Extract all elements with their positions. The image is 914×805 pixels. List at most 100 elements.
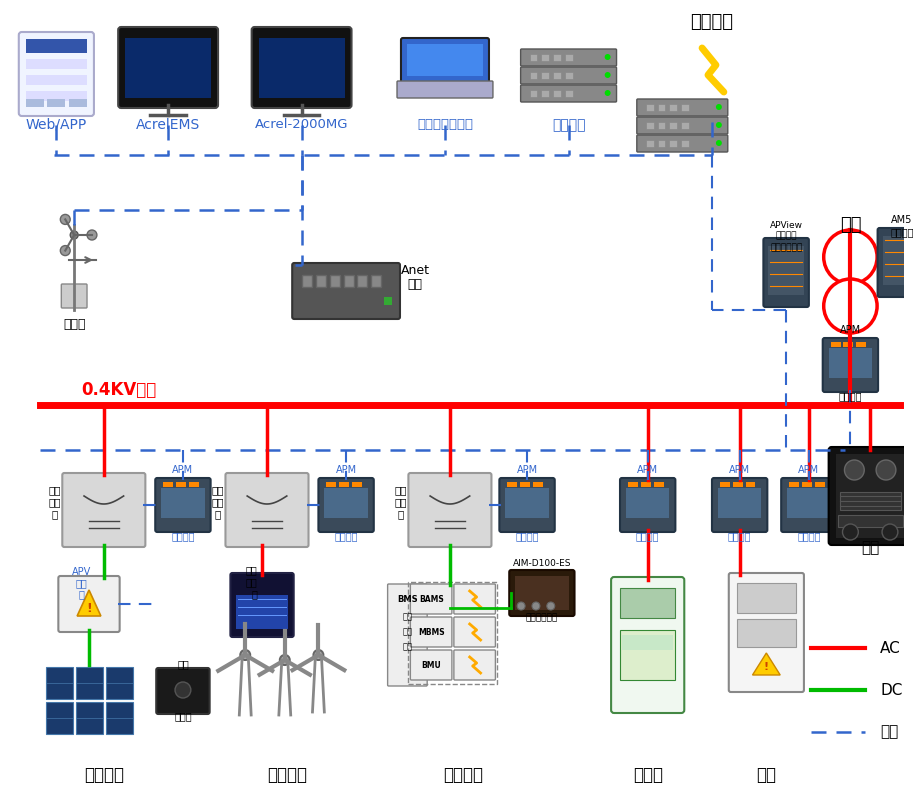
Bar bbox=[737, 619, 796, 647]
Bar bbox=[565, 72, 573, 79]
Bar bbox=[620, 630, 675, 680]
FancyBboxPatch shape bbox=[62, 473, 145, 547]
Text: APView: APView bbox=[770, 221, 802, 229]
Bar bbox=[407, 44, 483, 76]
FancyBboxPatch shape bbox=[401, 38, 489, 84]
Text: 交流计量: 交流计量 bbox=[171, 531, 195, 541]
Bar bbox=[840, 492, 901, 510]
Text: APM: APM bbox=[335, 465, 356, 475]
Circle shape bbox=[87, 230, 97, 240]
Text: AIM-D100-ES: AIM-D100-ES bbox=[513, 559, 571, 568]
Text: AM5: AM5 bbox=[891, 215, 912, 225]
FancyBboxPatch shape bbox=[388, 584, 427, 686]
Bar bbox=[529, 54, 537, 61]
Bar bbox=[47, 702, 73, 734]
FancyBboxPatch shape bbox=[397, 81, 493, 98]
Circle shape bbox=[60, 214, 70, 225]
Circle shape bbox=[877, 460, 896, 480]
Circle shape bbox=[532, 602, 540, 610]
Text: APV: APV bbox=[71, 567, 90, 577]
Text: 直流绝缘监测: 直流绝缘监测 bbox=[526, 613, 558, 622]
Bar bbox=[26, 59, 87, 69]
Bar bbox=[189, 482, 198, 487]
FancyBboxPatch shape bbox=[58, 576, 120, 632]
FancyBboxPatch shape bbox=[823, 338, 878, 392]
Bar bbox=[746, 482, 756, 487]
Bar bbox=[641, 482, 651, 487]
Bar bbox=[26, 75, 87, 85]
Bar bbox=[657, 122, 665, 129]
Bar bbox=[789, 482, 799, 487]
FancyBboxPatch shape bbox=[292, 263, 400, 319]
Text: 微机保护: 微机保护 bbox=[890, 227, 914, 237]
Circle shape bbox=[824, 279, 877, 333]
Bar bbox=[48, 99, 65, 107]
Text: 电能质量: 电能质量 bbox=[775, 232, 797, 241]
Bar bbox=[622, 635, 674, 650]
FancyBboxPatch shape bbox=[521, 49, 617, 66]
Text: 气象站: 气象站 bbox=[63, 319, 85, 332]
Bar bbox=[681, 104, 689, 111]
Circle shape bbox=[716, 140, 722, 146]
Text: 交流计量: 交流计量 bbox=[515, 531, 538, 541]
Bar bbox=[645, 122, 654, 129]
Bar bbox=[669, 140, 677, 147]
Bar bbox=[303, 275, 312, 287]
Text: 器: 器 bbox=[398, 509, 404, 519]
Circle shape bbox=[280, 655, 290, 665]
FancyBboxPatch shape bbox=[454, 584, 495, 614]
Text: 交流计量: 交流计量 bbox=[636, 531, 659, 541]
Text: 风电系统: 风电系统 bbox=[267, 766, 307, 784]
Text: 变流: 变流 bbox=[394, 497, 407, 507]
Bar bbox=[829, 348, 872, 378]
Text: 网关: 网关 bbox=[408, 279, 423, 291]
Bar bbox=[529, 72, 537, 79]
FancyBboxPatch shape bbox=[712, 478, 768, 532]
Bar bbox=[533, 482, 543, 487]
Text: 柴发: 柴发 bbox=[861, 540, 879, 555]
FancyBboxPatch shape bbox=[521, 85, 617, 102]
FancyBboxPatch shape bbox=[118, 27, 218, 108]
Bar bbox=[733, 482, 742, 487]
Bar bbox=[717, 488, 761, 518]
Text: MBMS: MBMS bbox=[418, 628, 444, 637]
Circle shape bbox=[240, 650, 250, 660]
Circle shape bbox=[60, 246, 70, 256]
Text: !: ! bbox=[764, 662, 769, 672]
Bar bbox=[324, 488, 367, 518]
FancyBboxPatch shape bbox=[637, 99, 728, 116]
FancyBboxPatch shape bbox=[410, 584, 452, 614]
Bar bbox=[541, 54, 549, 61]
Text: 储能: 储能 bbox=[394, 485, 407, 495]
Bar bbox=[161, 488, 205, 518]
Text: 0.4KV母线: 0.4KV母线 bbox=[81, 381, 156, 399]
FancyBboxPatch shape bbox=[226, 473, 309, 547]
Text: Acrel-2000MG: Acrel-2000MG bbox=[255, 118, 348, 131]
FancyBboxPatch shape bbox=[409, 473, 492, 547]
Text: 交流计量: 交流计量 bbox=[797, 531, 821, 541]
FancyBboxPatch shape bbox=[763, 238, 809, 307]
Bar bbox=[681, 140, 689, 147]
Circle shape bbox=[845, 460, 865, 480]
Bar bbox=[371, 275, 381, 287]
Bar bbox=[769, 246, 804, 295]
Text: Anet: Anet bbox=[401, 263, 430, 276]
FancyBboxPatch shape bbox=[521, 67, 617, 84]
Circle shape bbox=[716, 104, 722, 110]
Bar bbox=[831, 342, 841, 347]
Text: 风电: 风电 bbox=[211, 485, 224, 495]
Bar bbox=[326, 482, 336, 487]
Text: APM: APM bbox=[173, 465, 194, 475]
FancyBboxPatch shape bbox=[620, 478, 675, 532]
Text: BMS: BMS bbox=[397, 596, 418, 605]
Bar bbox=[541, 90, 549, 97]
Text: 光伏: 光伏 bbox=[48, 485, 60, 495]
Circle shape bbox=[824, 230, 877, 284]
Text: 光伏: 光伏 bbox=[177, 659, 189, 669]
Bar bbox=[106, 702, 133, 734]
Text: AcrelEMS: AcrelEMS bbox=[136, 118, 200, 132]
Bar bbox=[814, 482, 824, 487]
FancyBboxPatch shape bbox=[509, 570, 575, 616]
Text: 远动设备: 远动设备 bbox=[552, 118, 585, 132]
Bar bbox=[802, 482, 812, 487]
